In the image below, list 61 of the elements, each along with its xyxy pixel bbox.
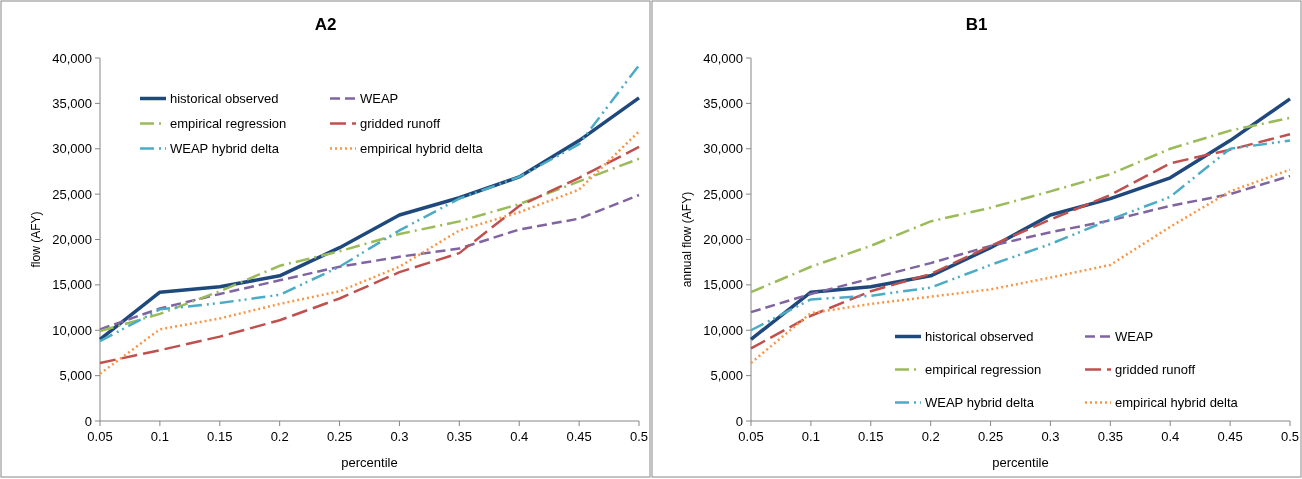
x-tick-label: 0.4 bbox=[510, 429, 529, 444]
x-tick-label: 0.25 bbox=[977, 429, 1004, 444]
x-tick-label: 0.35 bbox=[446, 429, 472, 444]
legend-label: empirical regression bbox=[170, 116, 287, 131]
x-tick-label: 0.45 bbox=[1217, 429, 1243, 444]
y-tick-label: 0 bbox=[735, 413, 743, 429]
line-series bbox=[749, 116, 1292, 294]
x-tick-label: 0.05 bbox=[87, 429, 113, 444]
y-tick-label: 15,000 bbox=[703, 277, 743, 293]
legend-label: WEAP hybrid delta bbox=[170, 141, 280, 156]
x-tick-label: 0.3 bbox=[1041, 429, 1060, 444]
x-tick-label: 0.5 bbox=[629, 429, 649, 444]
y-tick-label: 10,000 bbox=[703, 322, 743, 338]
legend-label: empirical regression bbox=[925, 362, 1042, 377]
x-tick-label: 0.25 bbox=[326, 429, 353, 444]
legend-label: gridded runoff bbox=[1115, 362, 1196, 377]
line-series bbox=[98, 193, 641, 331]
y-tick-label: 5,000 bbox=[59, 368, 92, 384]
legend-label: historical observed bbox=[170, 91, 279, 106]
y-tick-label: 20,000 bbox=[52, 232, 92, 247]
x-tick-label: 0.1 bbox=[801, 429, 820, 444]
legend-label: WEAP hybrid delta bbox=[925, 395, 1035, 410]
x-axis-title: percentile bbox=[341, 455, 398, 470]
y-tick-label: 35,000 bbox=[52, 95, 92, 111]
y-tick-label: 35,000 bbox=[703, 95, 743, 111]
y-tick-label: 30,000 bbox=[52, 141, 92, 157]
y-axis-title: flow (AFY) bbox=[29, 211, 43, 268]
line-series bbox=[749, 174, 1292, 314]
line-series bbox=[749, 168, 1292, 365]
y-tick-label: 30,000 bbox=[703, 141, 743, 157]
legend-label: empirical hybrid delta bbox=[1115, 395, 1239, 410]
legend-label: WEAP bbox=[360, 91, 399, 106]
y-tick-label: 15,000 bbox=[52, 277, 92, 293]
y-tick-label: 40,000 bbox=[703, 50, 743, 66]
y-axis-title: annual flow (AFY) bbox=[680, 191, 694, 288]
legend-label: WEAP bbox=[1115, 329, 1154, 344]
x-tick-label: 0.15 bbox=[207, 429, 233, 444]
chart-title: A2 bbox=[314, 15, 337, 34]
legend-label: gridded runoff bbox=[360, 116, 441, 131]
y-tick-label: 25,000 bbox=[52, 186, 92, 202]
line-series bbox=[98, 157, 641, 333]
y-tick-label: 20,000 bbox=[703, 232, 743, 247]
x-tick-label: 0.4 bbox=[1161, 429, 1180, 444]
legend-label: historical observed bbox=[925, 329, 1034, 344]
x-tick-label: 0.15 bbox=[858, 429, 884, 444]
y-tick-label: 5,000 bbox=[710, 368, 743, 384]
x-tick-label: 0.2 bbox=[270, 429, 289, 444]
y-tick-label: 10,000 bbox=[52, 322, 92, 338]
x-tick-label: 0.1 bbox=[150, 429, 169, 444]
legend-label: empirical hybrid delta bbox=[360, 141, 484, 156]
x-tick-label: 0.3 bbox=[390, 429, 409, 444]
x-tick-label: 0.45 bbox=[566, 429, 592, 444]
y-tick-label: 0 bbox=[84, 413, 92, 429]
x-tick-label: 0.2 bbox=[921, 429, 940, 444]
x-axis-title: percentile bbox=[992, 455, 1049, 470]
y-tick-label: 40,000 bbox=[52, 50, 92, 66]
x-tick-label: 0.5 bbox=[1280, 429, 1300, 444]
y-tick-label: 25,000 bbox=[703, 186, 743, 202]
x-tick-label: 0.35 bbox=[1097, 429, 1123, 444]
chart-title: B1 bbox=[965, 15, 988, 34]
x-tick-label: 0.05 bbox=[738, 429, 764, 444]
